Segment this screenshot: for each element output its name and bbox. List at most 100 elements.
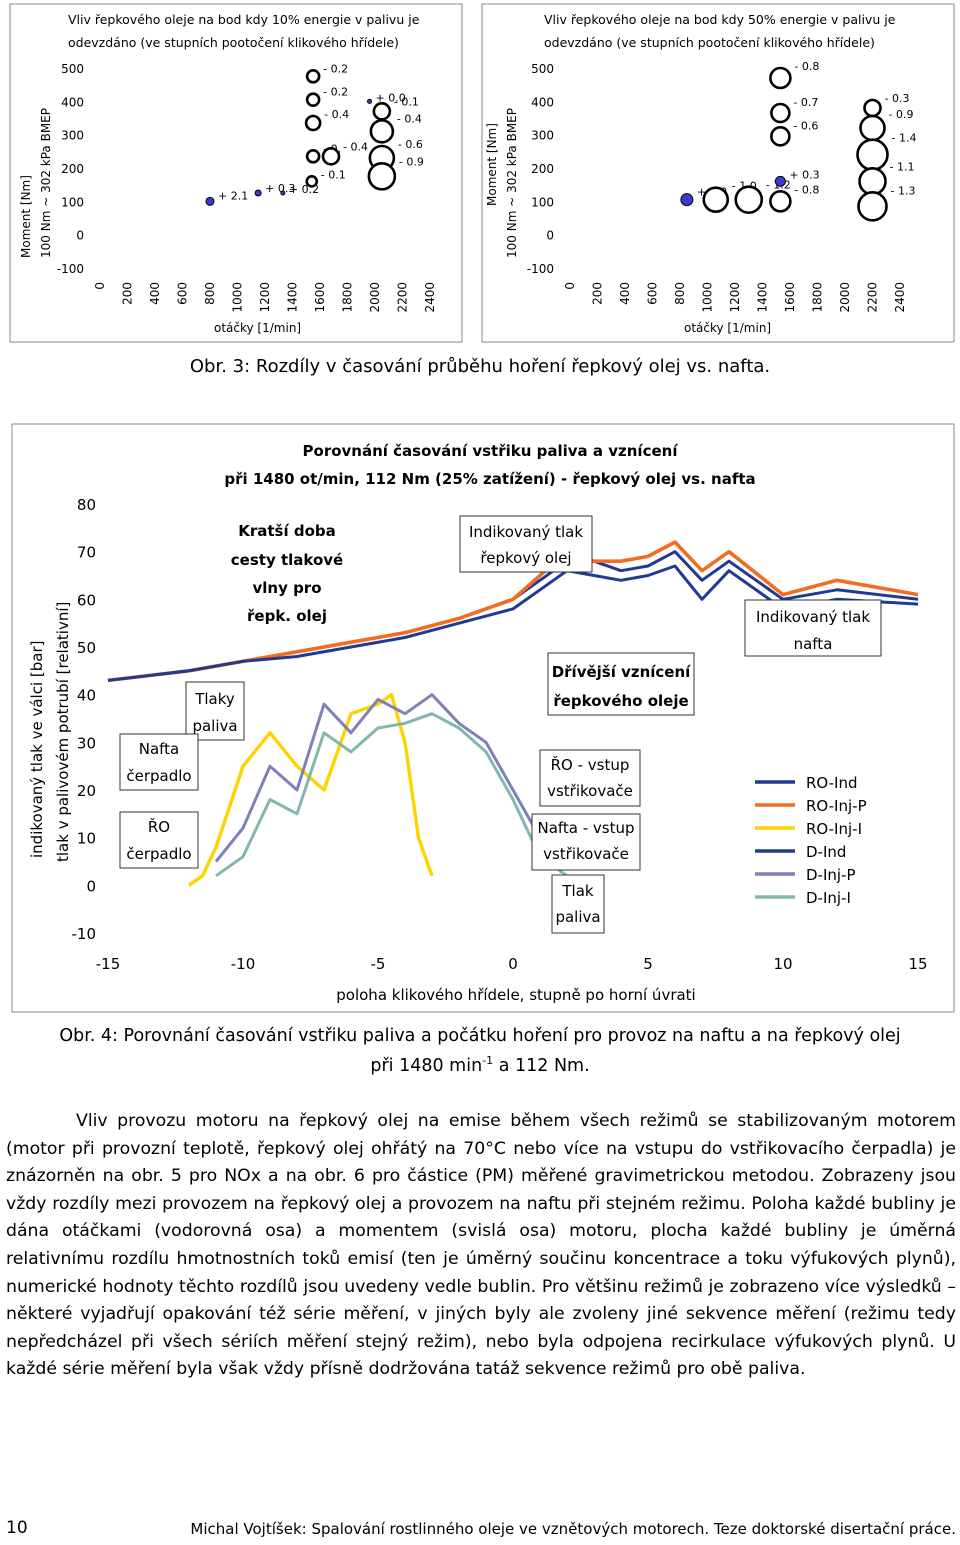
svg-text:Nafta - vstup: Nafta - vstup	[537, 819, 634, 837]
fig3-left-ytick: 200	[61, 162, 84, 176]
fig3-right-xtick: 600	[646, 282, 660, 305]
fig3-right-ylabel-1: Moment [Nm]	[485, 123, 499, 206]
fig4-annotation-ro-cerpadlo: ŘO čerpadlo	[119, 811, 199, 869]
fig4-ytick: 0	[86, 877, 96, 895]
fig4-legend-label: RO-Ind	[806, 774, 858, 792]
svg-text:Nafta: Nafta	[139, 740, 180, 758]
figure-4: Porovnání časování vstřiku paliva a vzní…	[11, 423, 955, 1013]
fig4-annotation-tlaky-paliva: Tlaky paliva	[185, 681, 245, 741]
fig4-annotation-indikovany-repka: Indikovaný tlak řepkový olej	[459, 515, 593, 573]
fig3-left-bubble	[305, 69, 321, 84]
fig4-legend-label: D-Inj-P	[806, 866, 856, 884]
fig4-annotation-tlak-paliva: Tlak paliva	[551, 874, 605, 934]
fig4-ytick: 10	[77, 830, 96, 848]
fig4-ytick: 20	[77, 782, 96, 800]
footer-text: Michal Vojtíšek: Spalování rostlinného o…	[190, 1520, 956, 1538]
fig3-left-bubble-label: + 2.1	[218, 189, 248, 202]
fig4-annotation-kratsi-doba: Kratší doba cesty tlakové vlny pro řepk.…	[228, 516, 346, 634]
fig4-annotation-drivejsi: Dřívější vznícení řepkového oleje	[547, 652, 695, 716]
fig3-right-title-2: odevzdáno (ve stupních pootočení klikové…	[544, 35, 875, 50]
fig3-left-bubble-label: + 0.3	[265, 182, 295, 195]
svg-text:Tlak: Tlak	[561, 882, 594, 900]
fig3-left-title-1: Vliv řepkového oleje na bod kdy 10% ener…	[68, 12, 420, 27]
fig3-right-bubble	[774, 175, 786, 187]
fig4-legend-label: D-Ind	[806, 843, 846, 861]
fig4-xtick: -5	[371, 955, 386, 973]
svg-text:Indikovaný tlak: Indikovaný tlak	[756, 608, 870, 626]
fig3-left-xtick: 0	[93, 282, 107, 290]
fig3-right-ytick: 0	[546, 229, 554, 243]
fig3-left-bubble	[321, 147, 341, 166]
fig3-left-bubble-label: + 0.0	[376, 91, 406, 104]
fig4-annotation-nafta-cerpadlo: Nafta čerpadlo	[119, 733, 199, 791]
fig3-right-ytick: 200	[531, 162, 554, 176]
fig3-left-xtick: 200	[121, 282, 135, 305]
fig3-left-xtick: 1000	[231, 282, 245, 313]
fig3-right-bubble	[859, 114, 886, 142]
fig3-right-ylabel-2: 100 Nm ~ 302 kPa BMEP	[505, 108, 519, 258]
fig4-xlabel: poloha klikového hřídele, stupně po horn…	[336, 986, 695, 1004]
figure-3: Vliv řepkového oleje na bod kdy 10% ener…	[9, 3, 955, 343]
fig3-right-bubble-label: - 1.3	[891, 184, 916, 197]
svg-text:nafta: nafta	[794, 635, 833, 653]
fig4-ylabel-1: indikovaný tlak ve válci [bar]	[28, 641, 46, 859]
fig3-caption: Obr. 3: Rozdíly v časování průběhu hořen…	[189, 356, 771, 377]
fig3-left-xtick: 1600	[313, 282, 327, 313]
fig3-right-ytick: 500	[531, 62, 554, 76]
fig4-series-ro-inj-i	[188, 693, 434, 887]
fig4-ytick: 70	[77, 544, 96, 562]
fig3-right-bubble	[702, 186, 730, 213]
fig3-right-xtick: 1200	[728, 282, 742, 313]
fig3-left-bubble	[305, 175, 319, 188]
fig4-legend-label: RO-Inj-I	[806, 820, 862, 838]
svg-text:řepkového oleje: řepkového oleje	[553, 692, 688, 710]
fig3-left-bubble-label: - 0.9	[399, 155, 424, 168]
fig4-ytick: 40	[77, 687, 96, 705]
fig3-right-xtick: 0	[563, 282, 577, 290]
svg-text:řepkový olej: řepkový olej	[480, 549, 571, 567]
svg-text:paliva: paliva	[555, 908, 600, 926]
fig3-right-bubble-label: - 0.8	[794, 183, 819, 196]
fig3-left-bubble-label: - 0.2	[323, 62, 348, 75]
fig3-right-bubble-label: + 0.3	[789, 168, 819, 181]
fig4-title-1: Porovnání časování vstřiku paliva a vzní…	[303, 442, 679, 460]
fig3-left-bubble-label: - 0.4	[324, 108, 349, 121]
svg-text:čerpadlo: čerpadlo	[126, 845, 191, 863]
fig3-left-bubble	[304, 114, 322, 132]
fig4-ytick: 60	[77, 591, 96, 609]
fig3-left-bubble-label: - 0.1	[321, 168, 346, 181]
fig4-title-2: při 1480 ot/min, 112 Nm (25% zatížení) -…	[224, 470, 755, 488]
svg-text:cesty tlakové: cesty tlakové	[231, 551, 343, 569]
fig3-left-frame	[9, 3, 463, 343]
fig3-left-bubble	[367, 162, 397, 191]
fig3-right-xtick: 1800	[811, 282, 825, 313]
fig3-left-bubble	[305, 92, 321, 107]
fig3-right-bubble-label: - 1.4	[892, 132, 917, 145]
fig3-right-xtick: 800	[673, 282, 687, 305]
fig4-annotation-nafta-vstup: Nafta - vstup vstřikovače	[531, 813, 641, 871]
fig3-right-bubble	[769, 66, 792, 90]
fig4-xtick: 10	[773, 955, 792, 973]
fig3-right-bubble	[680, 193, 694, 207]
fig3-left-xtick: 1400	[286, 282, 300, 313]
fig3-left-xlabel: otáčky [1/min]	[214, 321, 301, 335]
fig4-series-d-inj-i	[215, 712, 568, 878]
fig4-legend: RO-Ind RO-Inj-P RO-Inj-I D-Ind D-Inj-P D-Inj-…	[755, 774, 867, 907]
fig3-left-ytick: 300	[61, 129, 84, 143]
fig3-left-xtick: 1200	[258, 282, 272, 313]
fig4-series-d-inj-p	[214, 693, 569, 868]
fig3-left-ytick: 500	[61, 62, 84, 76]
fig3-left-ylabel-2: 100 Nm ~ 302 kPa BMEP	[39, 108, 53, 258]
fig3-left-xtick: 2400	[423, 282, 437, 313]
fig4-ytick: 30	[77, 734, 96, 752]
fig3-right-bubble	[858, 167, 887, 196]
fig3-left-bubble-label: - 0.1	[394, 95, 419, 108]
fig4-xtick: 15	[908, 955, 927, 973]
fig3-left-bubble	[205, 196, 215, 206]
fig3-left-xtick: 800	[203, 282, 217, 305]
fig3-right-title-1: Vliv řepkového oleje na bod kdy 50% ener…	[544, 12, 896, 27]
fig3-right-xtick: 400	[618, 282, 632, 305]
fig3-right-bubble-label: - 0.7	[793, 96, 818, 109]
fig3-left-bubble	[305, 149, 321, 164]
fig4-xtick: 5	[643, 955, 653, 973]
